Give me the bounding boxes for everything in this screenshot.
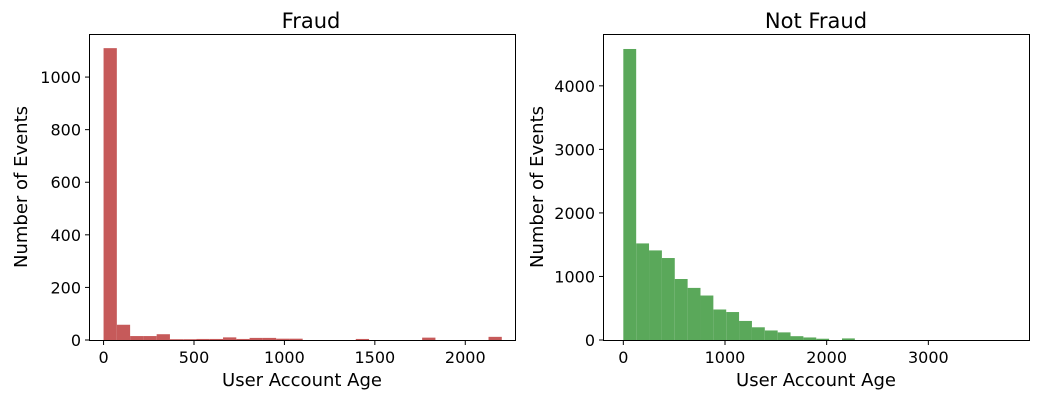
fraud-plot-frame: [89, 34, 516, 341]
fraud-bar: [488, 336, 502, 340]
fraud-x-tick-label: 1000: [264, 348, 305, 367]
fraud-bar: [196, 338, 210, 340]
fraud-bar: [156, 334, 170, 340]
fraud-bar: [422, 337, 436, 340]
fraud-panel: Fraud 0 500 1000 1500 2000 0 200 400 600 800 1000…: [11, 9, 516, 391]
fraud-bar: [169, 339, 184, 340]
fraud-title: Fraud: [282, 9, 341, 33]
not-fraud-bar: [700, 295, 714, 340]
not-fraud-bar: [841, 338, 855, 340]
not-fraud-title: Not Fraud: [765, 9, 867, 33]
fraud-bar: [116, 324, 131, 340]
fraud-y-ticks: 0 200 400 600 800 1000: [40, 68, 90, 350]
not-fraud-y-tick-label: 3000: [554, 140, 595, 159]
fraud-bar: [143, 336, 157, 340]
not-fraud-y-tick-label: 4000: [554, 77, 595, 96]
fraud-y-tick-label: 200: [50, 278, 81, 297]
fraud-y-tick-label: 400: [50, 226, 81, 245]
fraud-x-tick-label: 2000: [445, 348, 486, 367]
fraud-bar: [236, 338, 250, 340]
fraud-bar: [249, 337, 263, 340]
fraud-y-tick-label: 800: [50, 121, 81, 140]
not-fraud-x-tick-label: 1000: [705, 348, 746, 367]
not-fraud-plot-frame: [603, 34, 1030, 341]
fraud-y-tick-label: 0: [71, 331, 81, 350]
fraud-y-tick-label: 600: [50, 173, 81, 192]
not-fraud-y-tick-label: 2000: [554, 204, 595, 223]
not-fraud-bars: [623, 48, 855, 341]
fraud-x-tick-label: 1500: [354, 348, 395, 367]
not-fraud-y-ticks: 0 1000 2000 3000 4000: [554, 77, 604, 350]
fraud-bar: [183, 339, 197, 340]
fraud-bar: [262, 337, 277, 340]
fraud-x-tick-label: 0: [98, 348, 108, 367]
not-fraud-bar: [636, 243, 650, 340]
not-fraud-bar: [726, 312, 740, 340]
not-fraud-bar: [777, 332, 791, 340]
not-fraud-bar: [816, 338, 830, 340]
not-fraud-bar: [751, 327, 765, 340]
not-fraud-y-axis-label: Number of Events: [527, 106, 548, 268]
fraud-bar: [355, 338, 370, 340]
not-fraud-bar: [687, 287, 701, 340]
fraud-bar: [276, 338, 290, 340]
not-fraud-y-tick-label: 1000: [554, 267, 595, 286]
not-fraud-bar: [790, 336, 804, 340]
not-fraud-bar: [713, 309, 727, 340]
fraud-bar: [289, 338, 303, 340]
not-fraud-y-tick-label: 0: [585, 331, 595, 350]
fraud-y-tick-label: 1000: [40, 68, 81, 87]
not-fraud-bar: [803, 337, 817, 340]
fraud-bars: [103, 48, 502, 341]
fraud-bar: [130, 336, 144, 340]
fraud-x-axis-label: User Account Age: [222, 370, 382, 391]
not-fraud-bar: [661, 258, 675, 340]
fraud-bar: [103, 48, 117, 341]
not-fraud-bar: [764, 330, 778, 340]
fraud-x-ticks: 0 500 1000 1500 2000: [98, 340, 486, 367]
not-fraud-bar: [649, 250, 662, 340]
not-fraud-bar: [739, 320, 752, 340]
not-fraud-x-axis-label: User Account Age: [736, 370, 896, 391]
fraud-y-axis-label: Number of Events: [11, 106, 32, 268]
not-fraud-x-tick-label: 3000: [908, 348, 949, 367]
not-fraud-x-ticks: 0 1000 2000 3000: [618, 340, 949, 367]
fraud-bar: [209, 338, 224, 340]
not-fraud-bar: [623, 48, 637, 341]
fraud-x-tick-label: 500: [179, 348, 210, 367]
fraud-bar: [223, 337, 237, 340]
not-fraud-panel: Not Fraud 0 1000 2000 3000 0 1000 2000 3000 400…: [527, 9, 1030, 391]
not-fraud-x-tick-label: 0: [618, 348, 628, 367]
not-fraud-x-tick-label: 2000: [806, 348, 847, 367]
not-fraud-bar: [674, 279, 688, 340]
